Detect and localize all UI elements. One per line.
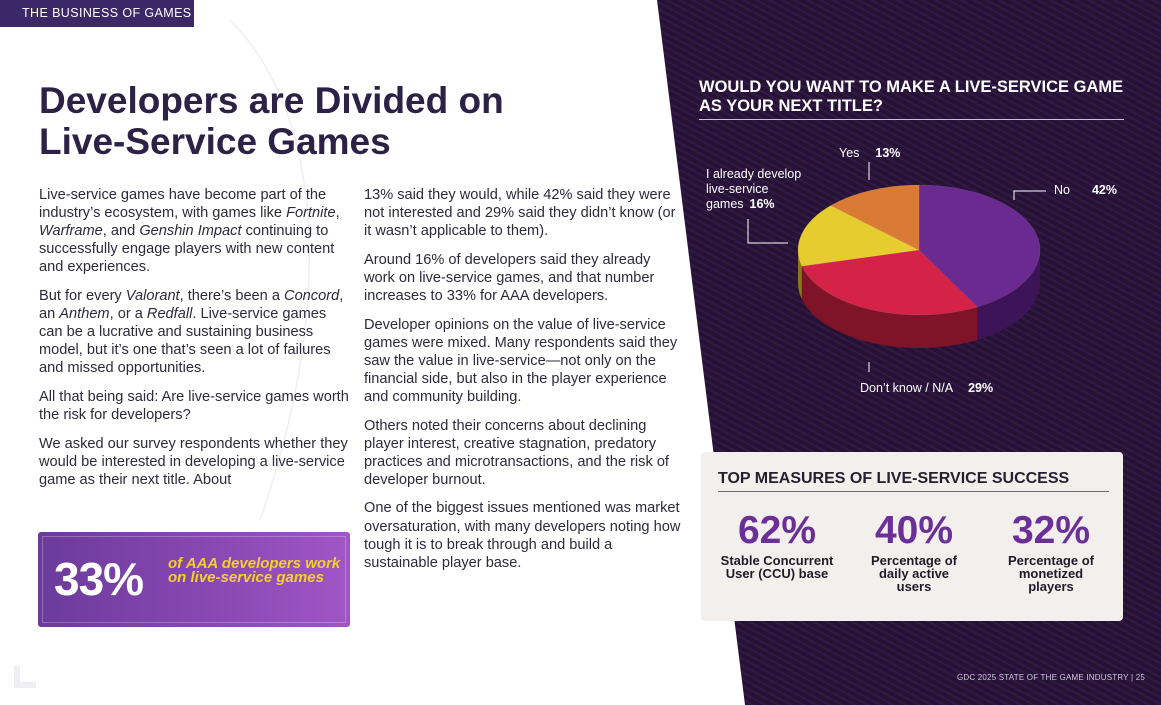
measure-value: 62% (737, 509, 817, 552)
pie-slice-no (918, 184, 1041, 308)
measure-label: Percentage of monetized players (1008, 553, 1094, 594)
paragraph: Others noted their concerns about declin… (364, 417, 669, 488)
paragraph: All that being said: Are live-service ga… (39, 388, 349, 424)
pie-label-no: No 42% (1054, 183, 1118, 197)
aaa-stat-callout: 33% of AAA developers work on live-servi… (38, 532, 350, 627)
chart-title: WOULD YOU WANT TO MAKE A LIVE-SERVICE GA… (699, 78, 1124, 120)
leader-line-already (747, 219, 788, 244)
paragraph: Developer opinions on the value of live-… (364, 316, 678, 405)
measure-stat-dau: 40% Percentage of daily active users (844, 509, 984, 594)
page-footer: GDC 2025 STATE OF THE GAME INDUSTRY | 25 (956, 673, 1145, 682)
pie-label-already-develop: I already develop live-service games 16% (706, 167, 802, 211)
pie-label-dont-know: Don’t know / N/A 29% (860, 381, 994, 395)
measure-label: Percentage of daily active users (871, 553, 957, 594)
body-column-right: 13% said they would, while 42% said they… (364, 186, 682, 582)
section-tag: THE BUSINESS OF GAMES (0, 0, 194, 27)
paragraph: We asked our survey respondents whether … (39, 435, 348, 488)
paragraph: One of the biggest issues mentioned was … (364, 500, 681, 571)
callout-border (42, 536, 346, 623)
measure-label: Stable Concurrent User (CCU) base (720, 553, 834, 581)
pie-side-already-develop (798, 250, 802, 300)
pie-side-no (977, 250, 1040, 340)
leader-line-no (1013, 190, 1046, 200)
paragraph: 13% said they would, while 42% said they… (364, 187, 676, 240)
measure-value: 32% (1011, 509, 1091, 552)
page-headline: Developers are Divided on Live-Service G… (39, 80, 504, 162)
pie-label-yes: Yes 13% (839, 146, 901, 160)
measure-stat-ccu: 62% Stable Concurrent User (CCU) base (707, 509, 847, 581)
corner-mark (14, 666, 36, 688)
callout-value: 33% (54, 553, 144, 605)
measures-title: TOP MEASURES OF LIVE-SERVICE SUCCESS (718, 470, 1109, 492)
measure-value: 40% (874, 509, 954, 552)
paragraph: Live-service games have become part of t… (39, 187, 340, 276)
pie-side-dont-know (801, 266, 978, 348)
paragraph: But for every Valorant, there’s been a C… (39, 287, 344, 377)
body-column-left: Live-service games have become part of t… (39, 186, 349, 499)
top-measures-panel: TOP MEASURES OF LIVE-SERVICE SUCCESS 62%… (701, 452, 1123, 621)
pie-slice-already-develop (797, 205, 920, 267)
measure-stat-monetized: 32% Percentage of monetized players (981, 509, 1121, 594)
pie-slice-yes (830, 184, 920, 251)
callout-text: of AAA developers work on live-service g… (168, 555, 341, 586)
paragraph: Around 16% of developers said they alrea… (364, 251, 655, 304)
pie-slice-dont-know (801, 249, 978, 316)
